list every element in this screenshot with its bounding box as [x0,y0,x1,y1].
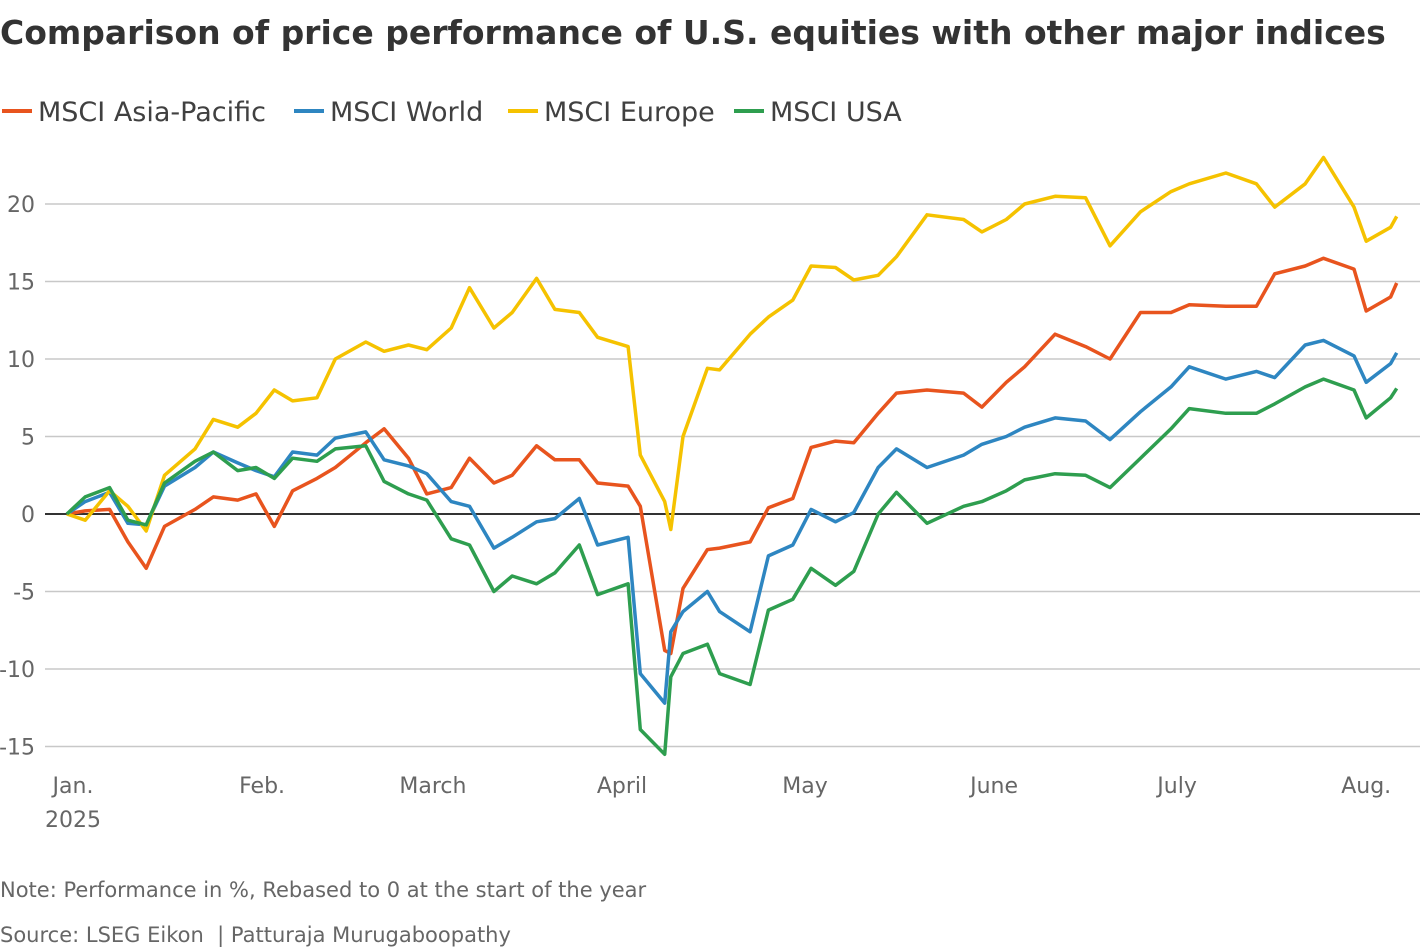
x-tick-label: March [399,774,466,799]
y-tick-label: 5 [21,426,35,451]
x-tick-label: April [597,774,647,799]
legend: MSCI Asia-Pacific MSCI World MSCI Europe MS… [2,97,902,128]
legend-label: MSCI USA [770,97,902,128]
chart-source: Source: LSEG Eikon | Patturaja Murugaboo… [0,923,511,948]
y-tick-label: 15 [7,271,35,296]
legend-label: MSCI World [330,97,483,128]
y-tick-label: 0 [21,503,35,528]
chart-title: Comparison of price performance of U.S. … [0,13,1386,52]
x-tick-label: Jan. [51,774,94,799]
series-line-msci-asia-pacific [66,256,1399,656]
series-line-msci-world [65,338,1399,705]
x-tick-label: May [782,774,827,799]
x-tick-year: 2025 [45,808,101,833]
x-tick-label: July [1155,774,1197,799]
legend-label: MSCI Europe [544,97,715,128]
chart-note: Note: Performance in %, Rebased to 0 at … [0,878,647,902]
series-lines [65,155,1399,757]
y-axis: -15 -10 -5 0 5 10 15 20 [0,193,35,761]
y-tick-label: -15 [0,736,35,761]
y-tick-label: -10 [0,658,35,683]
x-tick-label: June [968,774,1018,799]
x-axis: Jan. 2025 Feb. March April May June July Aug. [45,774,1391,833]
legend-label: MSCI Asia-Pacific [38,97,266,128]
y-tick-label: 10 [7,348,35,373]
x-tick-label: Aug. [1341,774,1391,799]
series-line-msci-usa [65,377,1399,757]
gridlines [45,203,1420,748]
x-tick-label: Feb. [239,774,285,799]
y-tick-label: 20 [7,193,35,218]
y-tick-label: -5 [13,581,35,606]
series-line-msci-europe [66,155,1399,533]
